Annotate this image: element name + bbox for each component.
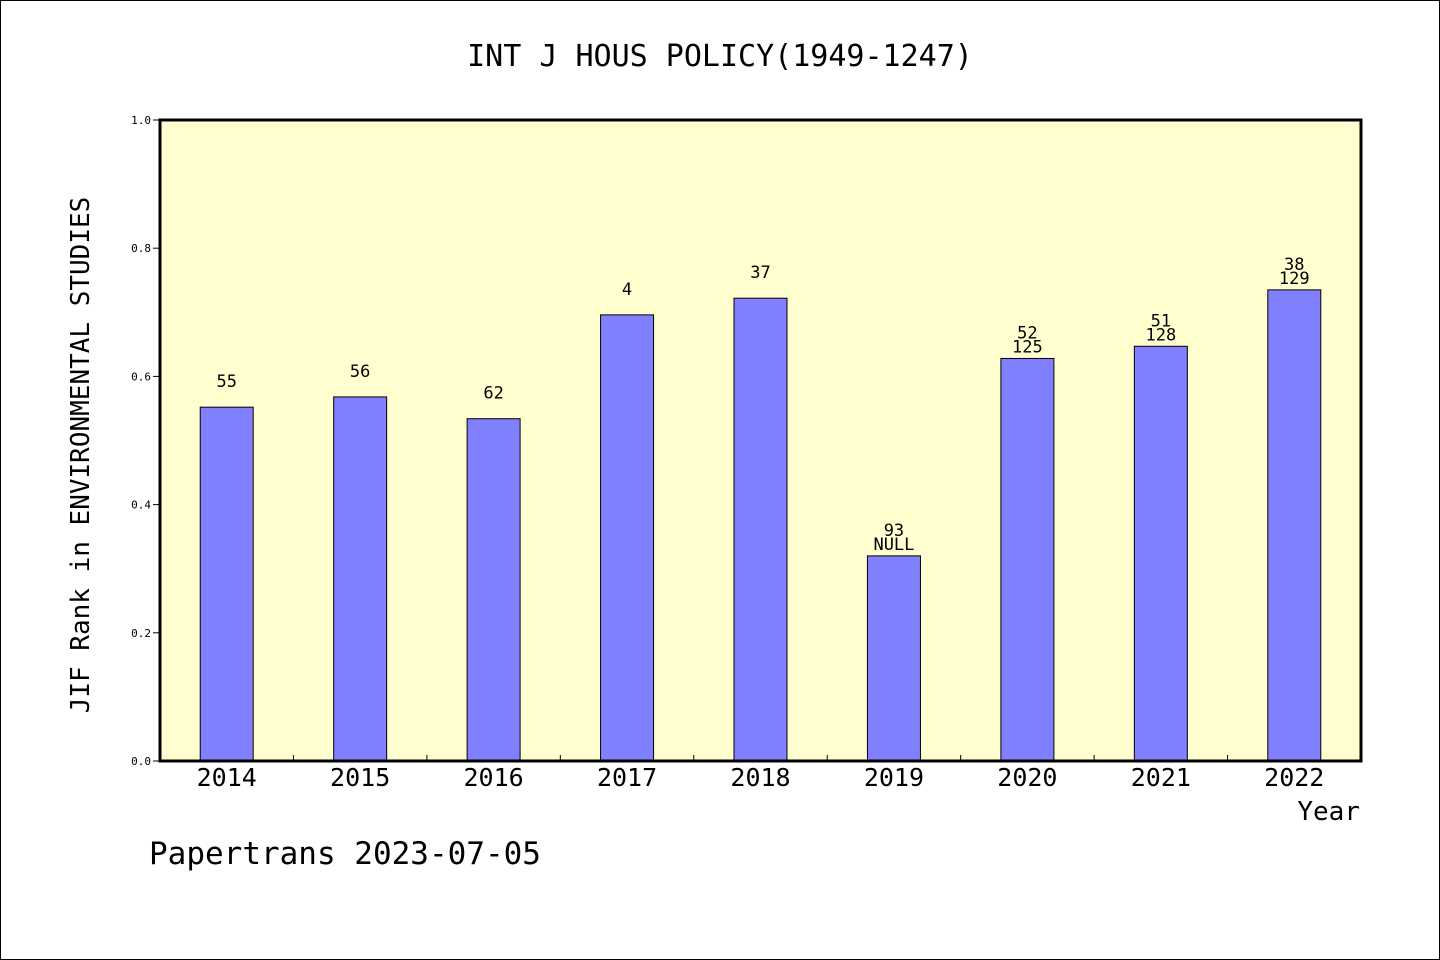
footer-text: Papertrans 2023-07-05: [149, 836, 541, 872]
bar-2022: [1267, 289, 1322, 762]
x-tick-label: 2020: [997, 763, 1057, 792]
bar-2014: [199, 406, 254, 762]
y-tick-label: 0.8: [131, 242, 151, 255]
y-axis-label: JIF Rank in ENVIRONMENTAL STUDIES: [66, 197, 96, 714]
y-tick-label: 0.6: [131, 370, 151, 383]
bar-label-top: 4: [622, 280, 632, 300]
x-tick-label: 2018: [730, 763, 790, 792]
bar-label-top: 55: [216, 372, 236, 392]
bar-label-top: 93: [884, 521, 904, 541]
y-tick-label: 0.2: [131, 627, 151, 640]
bar-label-top: 62: [483, 384, 503, 404]
bar-2021: [1133, 345, 1188, 762]
x-axis-label: Year: [1297, 797, 1360, 827]
x-tick-label: 2019: [864, 763, 924, 792]
x-tick-label: 2016: [464, 763, 524, 792]
bar-2018: [733, 297, 788, 762]
bar-label-top: 51: [1151, 311, 1171, 331]
x-tick-label: 2021: [1131, 763, 1191, 792]
bar-label-bottom: NULL: [873, 535, 914, 555]
bar-label-top: 52: [1017, 323, 1037, 343]
bar-label-top: 38: [1284, 255, 1304, 275]
y-tick-label: 0.0: [131, 755, 151, 768]
bar-2016: [466, 418, 521, 762]
bar-2015: [333, 396, 388, 762]
bar-2017: [600, 314, 655, 762]
y-tick-label: 1.0: [131, 114, 151, 127]
plot-border: [158, 118, 1363, 763]
x-tick-label: 2014: [197, 763, 257, 792]
bar-label-bottom: 128: [1145, 325, 1176, 345]
bar-label-top: 37: [750, 263, 770, 283]
chart-title: INT J HOUS POLICY(1949-1247): [467, 39, 973, 74]
bar-2019: [866, 555, 921, 762]
bar-2020: [1000, 357, 1055, 762]
bar-label-bottom: 129: [1279, 269, 1310, 289]
bar-label-bottom: 125: [1012, 337, 1043, 357]
y-tick-label: 0.4: [131, 499, 151, 512]
bar-label-top: 56: [350, 362, 370, 382]
x-tick-label: 2017: [597, 763, 657, 792]
x-tick-label: 2022: [1264, 763, 1324, 792]
x-tick-label: 2015: [330, 763, 390, 792]
